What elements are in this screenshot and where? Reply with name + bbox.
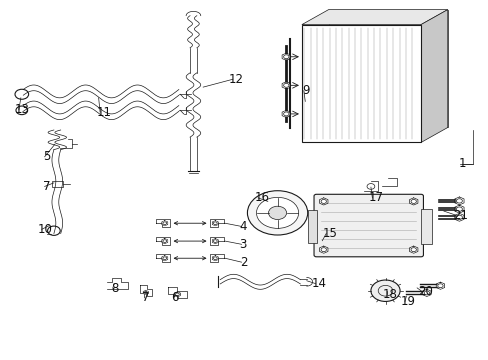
Text: 17: 17 [368,192,383,204]
Text: 1: 1 [458,157,465,170]
Text: 4: 4 [239,220,246,233]
Circle shape [437,284,442,288]
Circle shape [144,291,147,294]
FancyBboxPatch shape [313,194,423,257]
Text: 2: 2 [239,256,246,269]
Circle shape [213,257,217,260]
Text: 16: 16 [254,192,269,204]
Circle shape [370,280,399,301]
Circle shape [423,291,428,295]
Text: 14: 14 [311,277,326,290]
Bar [420,208,431,244]
Text: 12: 12 [228,73,244,86]
Text: 13: 13 [15,103,30,116]
Circle shape [283,55,288,59]
Text: 10: 10 [38,223,53,236]
Polygon shape [420,10,447,143]
Circle shape [247,191,307,235]
Circle shape [321,199,326,203]
Text: 3: 3 [239,238,246,251]
Circle shape [455,199,462,203]
Text: 20: 20 [418,285,432,298]
Circle shape [268,206,286,220]
Text: 6: 6 [171,291,179,305]
Text: 7: 7 [142,291,150,305]
Text: 21: 21 [453,209,468,222]
Circle shape [455,215,462,220]
Text: 8: 8 [111,282,118,295]
Text: 5: 5 [42,150,50,163]
Circle shape [283,84,288,87]
Circle shape [321,248,326,252]
Circle shape [163,240,166,243]
Text: 9: 9 [301,84,309,97]
Circle shape [256,197,298,228]
Circle shape [213,240,217,243]
Bar [307,210,317,243]
Circle shape [163,222,166,225]
Text: 18: 18 [382,288,397,301]
Circle shape [283,112,288,116]
Circle shape [455,207,462,211]
Text: 19: 19 [400,295,415,308]
Polygon shape [301,24,420,143]
Bar [52,181,62,187]
Text: 7: 7 [42,180,50,193]
Circle shape [410,248,415,252]
Circle shape [213,222,217,225]
Text: 15: 15 [322,227,337,240]
Text: 11: 11 [96,105,111,119]
Polygon shape [328,10,447,127]
Circle shape [410,199,415,203]
Polygon shape [301,10,447,24]
Circle shape [175,293,179,296]
Circle shape [163,257,166,260]
